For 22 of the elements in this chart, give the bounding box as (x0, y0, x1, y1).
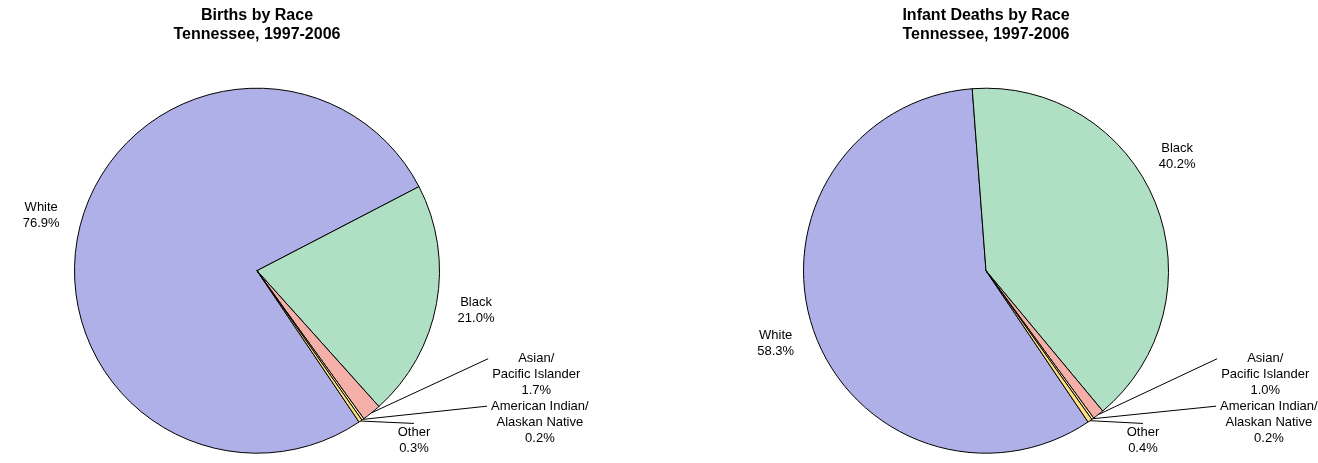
data-label: 0.4% (1128, 440, 1159, 455)
slice-label: American Indian/Alaskan Native (491, 397, 590, 429)
slice-label: Black (1161, 140, 1194, 156)
data-label: 58.3% (757, 343, 795, 359)
slice-label: White (759, 327, 793, 343)
data-label: 0.2% (525, 429, 556, 445)
slice-label: American Indian/Alaskan Native (1220, 397, 1318, 429)
data-label: 40.2% (1158, 156, 1197, 172)
slice-label: Other (397, 424, 431, 439)
data-label: 1.0% (1250, 382, 1281, 398)
data-label: 0.2% (1254, 429, 1285, 445)
data-label: 1.7% (521, 382, 552, 398)
slice-label: Asian/Pacific Islander (492, 350, 581, 382)
data-label: 21.0% (457, 310, 495, 326)
slice-label: Black (460, 294, 493, 310)
slice-label: Other (1126, 424, 1160, 439)
chart-title: Infant Deaths by Race Tennessee, 1997-2006 (902, 6, 1070, 43)
chart-title: Births by Race Tennessee, 1997-2006 (173, 6, 341, 43)
data-label: 0.3% (399, 440, 430, 455)
slice-label: White (24, 199, 58, 215)
data-label: 76.9% (22, 215, 61, 231)
slice-label: Asian/Pacific Islander (1221, 350, 1310, 382)
